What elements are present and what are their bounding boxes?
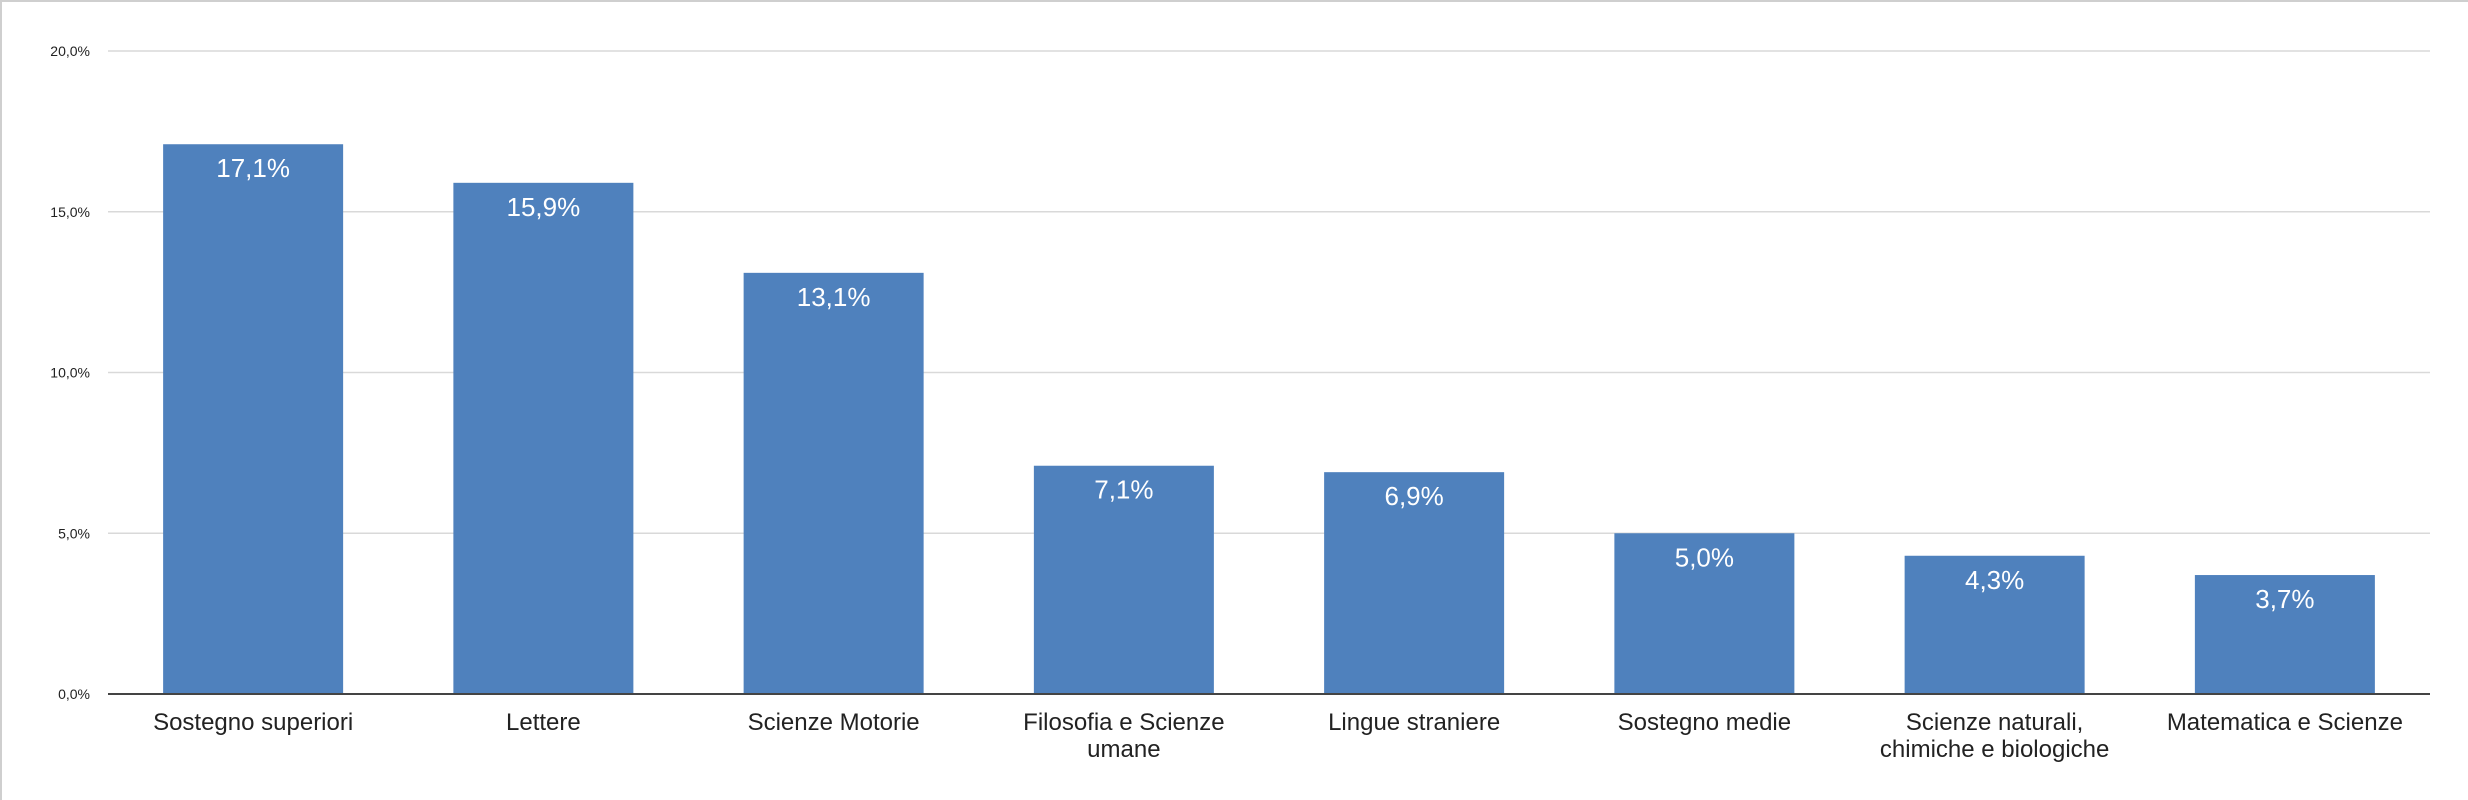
data-label: 7,1% (1094, 475, 1153, 505)
category-label: Sostegno medie (1618, 709, 1791, 736)
category-label: Lettere (506, 709, 581, 736)
y-tick-label: 10,0% (50, 365, 90, 381)
category-label: Lingue straniere (1328, 709, 1500, 736)
bar (1324, 472, 1505, 694)
data-label: 13,1% (797, 282, 871, 312)
category-label: Scienze Motorie (748, 709, 920, 736)
data-label: 15,9% (507, 192, 581, 222)
x-axis-category-labels: Sostegno superiori Lettere Scienze Motorie… (153, 709, 2403, 763)
bar (453, 182, 634, 694)
category-label: Matematica e Scienze (2167, 709, 2403, 736)
y-tick-label: 0,0% (58, 686, 90, 702)
category-label: Filosofia e Scienze (1023, 709, 1224, 736)
category-label: Sostegno superiori (153, 709, 353, 736)
data-labels: 17,1% 15,9% 13,1% 7,1% 6,9% 5,0% 4,3% 3,7% (216, 153, 2314, 614)
y-tick-label: 15,0% (50, 204, 90, 220)
bar (2194, 575, 2375, 694)
data-label: 3,7% (2255, 584, 2314, 614)
bar (743, 272, 924, 694)
bar (163, 144, 344, 695)
bar (1904, 555, 2085, 694)
data-label: 6,9% (1384, 481, 1443, 511)
y-tick-label: 5,0% (58, 525, 90, 541)
y-tick-label: 20,0% (50, 43, 90, 59)
data-label: 4,3% (1965, 565, 2024, 595)
data-label: 17,1% (216, 153, 290, 183)
bar (1033, 465, 1214, 694)
category-label: umane (1087, 736, 1160, 763)
category-label: Scienze naturali, (1906, 709, 2083, 736)
category-label: chimiche e biologiche (1880, 736, 2109, 763)
y-axis-tick-labels: 0,0% 5,0% 10,0% 15,0% 20,0% (50, 43, 90, 702)
data-label: 5,0% (1675, 542, 1734, 572)
bar (1614, 533, 1795, 694)
bars (163, 144, 2375, 695)
